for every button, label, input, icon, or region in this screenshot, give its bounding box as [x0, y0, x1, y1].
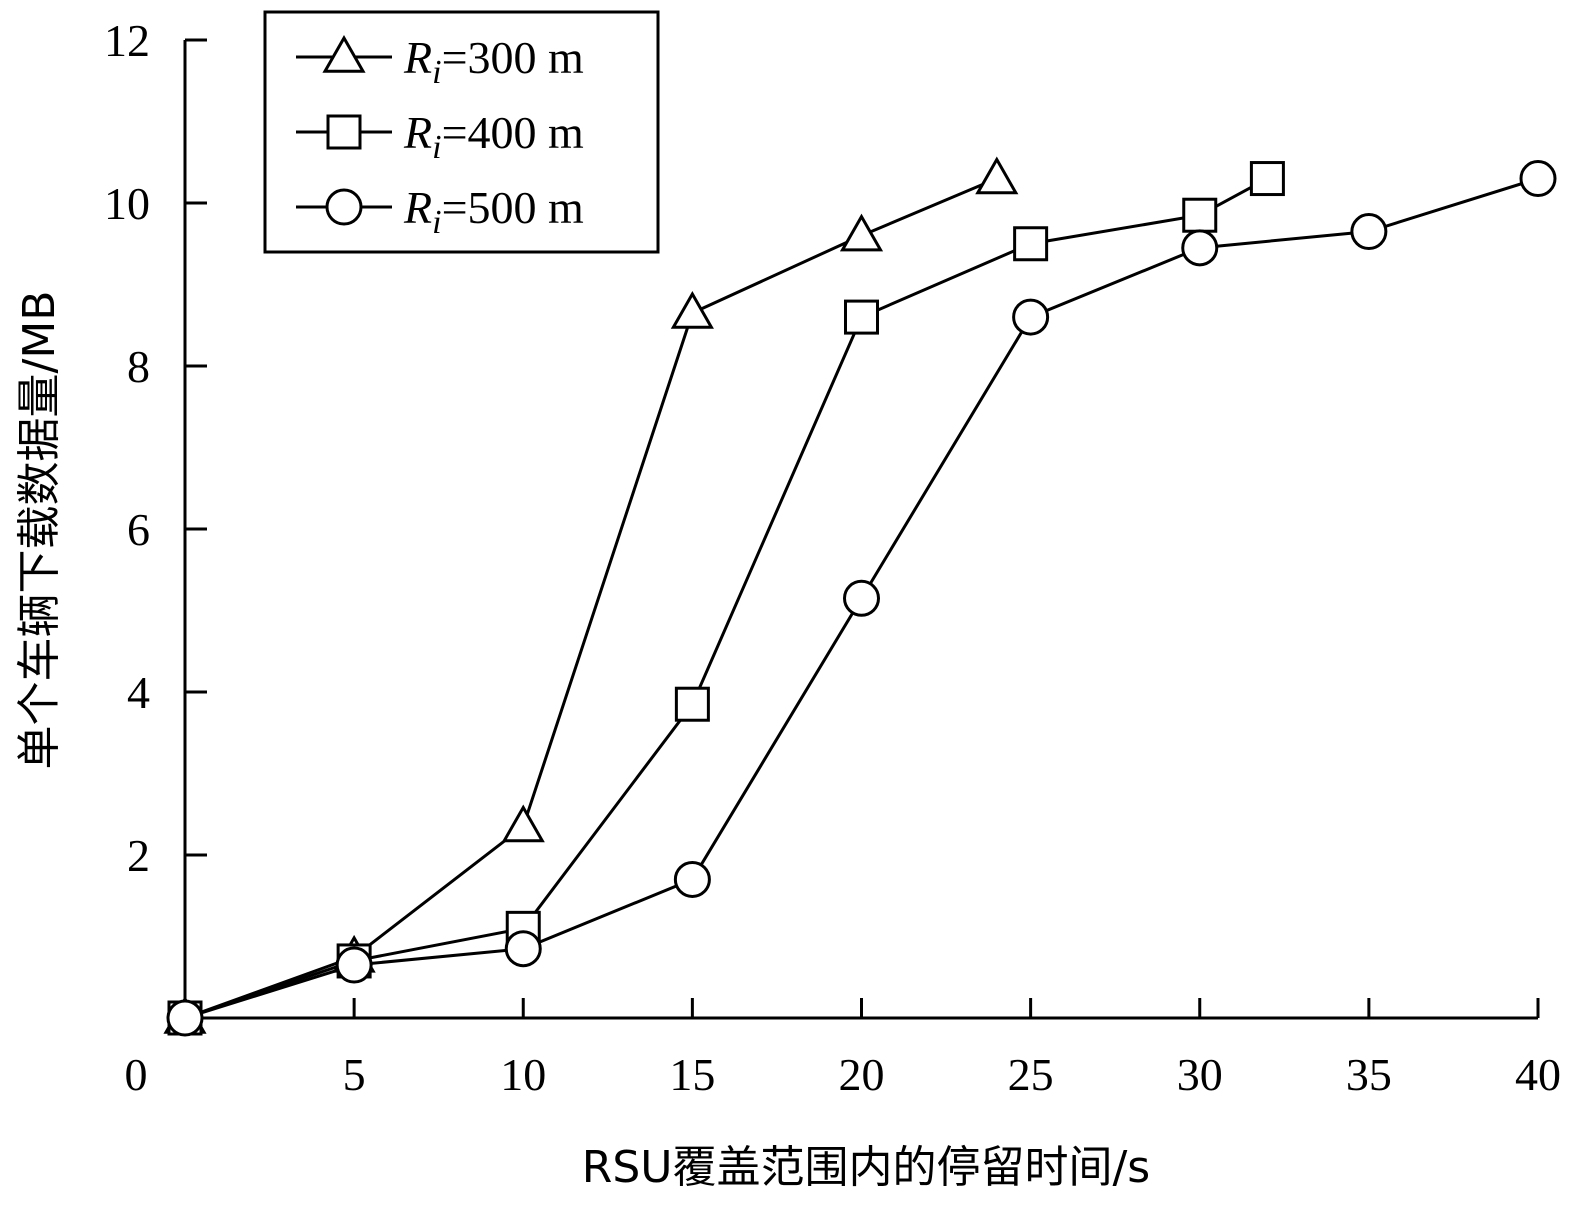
- legend-marker-triangle: [322, 34, 366, 73]
- data-point-circle: [843, 579, 880, 617]
- legend-marker-circle: [325, 188, 363, 226]
- series-line-square: [184, 177, 1269, 1020]
- y-axis-title: 单个车辆下载数据量/MB: [14, 291, 65, 770]
- legend-subscript: i: [432, 129, 441, 166]
- x-tick-label: 30: [1177, 1049, 1223, 1100]
- x-tick-label: 20: [839, 1049, 885, 1100]
- legend-symbol: R: [403, 107, 432, 158]
- legend-marker-square: [326, 114, 362, 150]
- legend-subscript: i: [432, 54, 441, 91]
- y-tick-label: 4: [127, 667, 150, 718]
- data-point-triangle: [501, 804, 545, 843]
- data-point-circle: [166, 999, 204, 1037]
- x-tick-label: 0: [125, 1049, 148, 1100]
- legend-value: =400 m: [442, 107, 584, 158]
- series-layer: [163, 156, 1557, 1037]
- data-point-triangle: [975, 156, 1019, 195]
- data-point-circle: [1012, 298, 1050, 336]
- series-triangle: [163, 156, 1019, 1034]
- x-tick-label: 5: [343, 1049, 366, 1100]
- legend-label: Ri=300 m: [403, 32, 584, 91]
- y-tick-label: 8: [127, 341, 150, 392]
- x-tick-label: 15: [669, 1049, 715, 1100]
- y-tick-label: 2: [127, 830, 150, 881]
- series-circle: [166, 160, 1557, 1037]
- legend-symbol: R: [403, 32, 432, 83]
- data-point-circle: [673, 860, 711, 898]
- series-line-triangle: [184, 177, 998, 1020]
- legend-item-triangle: Ri=300 m: [296, 32, 584, 91]
- data-point-circle: [504, 930, 542, 968]
- data-point-circle: [1350, 213, 1388, 251]
- data-point-square: [1249, 161, 1285, 197]
- data-point-square: [1013, 226, 1049, 262]
- legend-item-circle: Ri=500 m: [296, 182, 584, 241]
- legend: Ri=300 mRi=400 mRi=500 m: [263, 10, 660, 254]
- legend-value: =300 m: [442, 32, 584, 83]
- data-point-triangle: [839, 213, 884, 252]
- data-point-square: [844, 299, 879, 335]
- legend-item-square: Ri=400 m: [296, 107, 584, 166]
- y-tick-label: 12: [104, 15, 150, 66]
- x-axis-title: RSU覆盖范围内的停留时间/s: [582, 1142, 1150, 1193]
- legend-value: =500 m: [442, 182, 584, 233]
- x-tick-label: 35: [1346, 1049, 1392, 1100]
- data-point-circle: [1181, 229, 1219, 267]
- data-point-circle: [1519, 160, 1557, 198]
- data-point-square: [1182, 197, 1218, 233]
- legend-label: Ri=500 m: [403, 182, 584, 241]
- legend-label: Ri=400 m: [403, 107, 584, 166]
- x-ticks: 0 5 10 15 20 25 30 35 40: [125, 998, 1561, 1100]
- y-tick-label: 6: [127, 504, 150, 555]
- legend-subscript: i: [432, 204, 441, 241]
- data-point-circle: [335, 946, 373, 984]
- legend-symbol: R: [403, 182, 432, 233]
- x-tick-label: 10: [500, 1049, 546, 1100]
- x-tick-label: 40: [1515, 1049, 1561, 1100]
- y-ticks: 2 4 6 8 10 12: [104, 15, 207, 881]
- y-tick-label: 10: [104, 178, 150, 229]
- data-point-triangle: [670, 291, 714, 329]
- series-square: [167, 161, 1285, 1036]
- data-point-square: [674, 686, 710, 722]
- x-tick-label: 25: [1008, 1049, 1054, 1100]
